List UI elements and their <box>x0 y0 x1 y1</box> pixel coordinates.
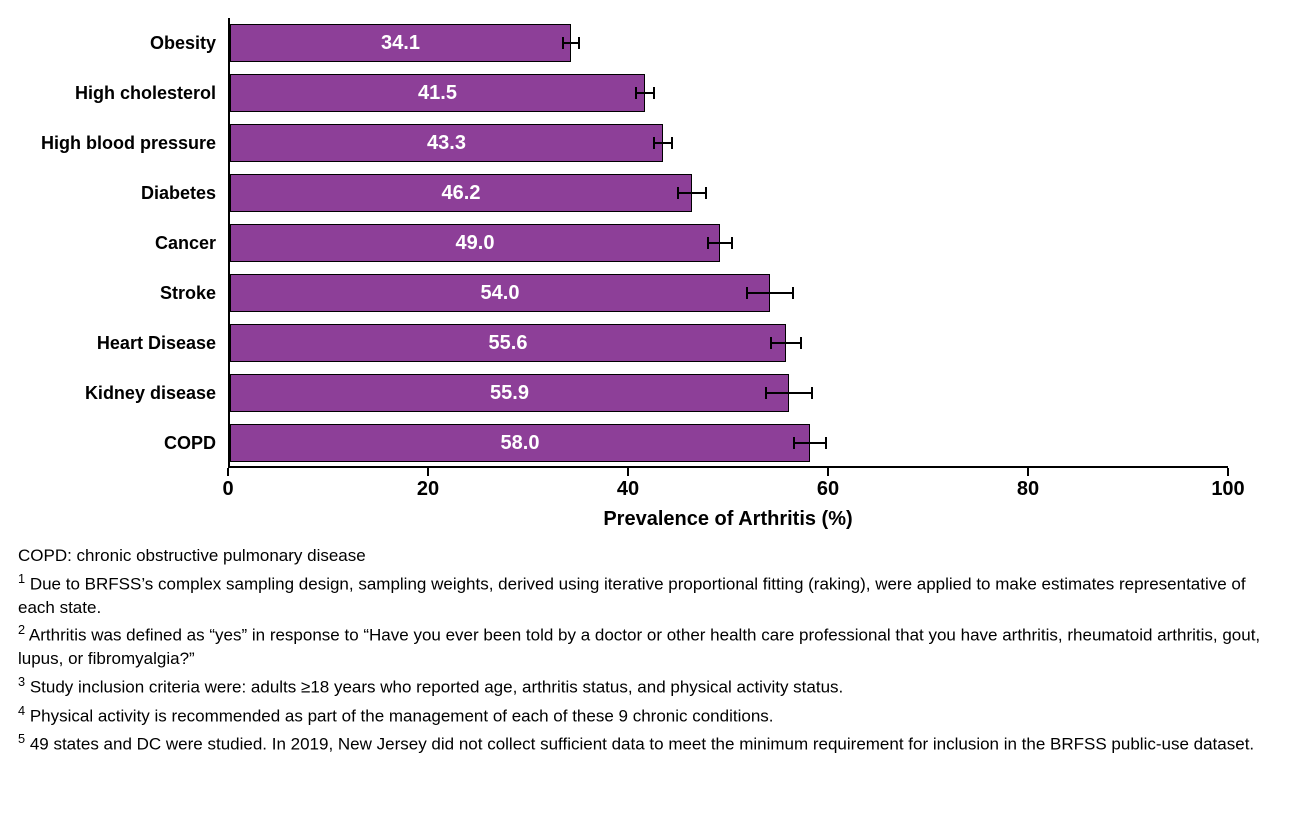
bar-row: 49.0 <box>230 218 1228 268</box>
bar-value-label: 41.5 <box>418 82 457 105</box>
footnote-text: Arthritis was defined as “yes” in respon… <box>18 626 1260 668</box>
x-tick-label: 60 <box>817 478 839 501</box>
footnote-text: COPD: chronic obstructive pulmonary dise… <box>18 546 366 565</box>
x-tick <box>827 468 829 476</box>
footnotes: COPD: chronic obstructive pulmonary dise… <box>18 545 1272 757</box>
bar: 43.3 <box>230 124 663 162</box>
footnote-text: Study inclusion criteria were: adults ≥1… <box>30 678 843 697</box>
y-axis-label: High cholesterol <box>18 68 216 118</box>
footnote-line: 3 Study inclusion criteria were: adults … <box>18 673 1272 700</box>
y-axis-labels: ObesityHigh cholesterolHigh blood pressu… <box>18 18 228 468</box>
y-axis-label: High blood pressure <box>18 118 216 168</box>
x-tick <box>1027 468 1029 476</box>
bar: 41.5 <box>230 74 645 112</box>
footnote-line: 1 Due to BRFSS’s complex sampling design… <box>18 570 1272 620</box>
x-tick-label: 0 <box>222 478 233 501</box>
x-axis-ticks <box>228 468 1228 476</box>
y-axis-label: Stroke <box>18 268 216 318</box>
y-axis-label: COPD <box>18 418 216 468</box>
bar-value-label: 58.0 <box>501 432 540 455</box>
footnote-sup: 2 <box>18 622 25 637</box>
bar-row: 58.0 <box>230 418 1228 468</box>
bar-value-label: 43.3 <box>427 132 466 155</box>
x-tick <box>227 468 229 476</box>
bar-value-label: 55.9 <box>490 382 529 405</box>
x-tick <box>1227 468 1229 476</box>
footnote-sup: 5 <box>18 731 25 746</box>
bar-value-label: 46.2 <box>442 182 481 205</box>
bar-value-label: 55.6 <box>489 332 528 355</box>
bar-row: 43.3 <box>230 118 1228 168</box>
bar-row: 55.9 <box>230 368 1228 418</box>
x-tick-label: 80 <box>1017 478 1039 501</box>
x-tick-label: 20 <box>417 478 439 501</box>
x-tick <box>427 468 429 476</box>
y-axis-label: Heart Disease <box>18 318 216 368</box>
bar-row: 54.0 <box>230 268 1228 318</box>
bar: 46.2 <box>230 174 692 212</box>
x-axis-title: Prevalence of Arthritis (%) <box>228 508 1228 531</box>
footnote-sup: 4 <box>18 703 25 718</box>
x-tick-label: 40 <box>617 478 639 501</box>
x-tick-label: 100 <box>1211 478 1244 501</box>
bar: 55.9 <box>230 374 789 412</box>
x-axis-labels: 020406080100 <box>228 478 1228 506</box>
footnote-line: 4 Physical activity is recommended as pa… <box>18 702 1272 729</box>
footnote-text: 49 states and DC were studied. In 2019, … <box>30 735 1254 754</box>
bar-value-label: 54.0 <box>481 282 520 305</box>
y-axis-label: Diabetes <box>18 168 216 218</box>
bar-row: 34.1 <box>230 18 1228 68</box>
bar-row: 46.2 <box>230 168 1228 218</box>
y-axis-label: Obesity <box>18 18 216 68</box>
bar: 49.0 <box>230 224 720 262</box>
plot-wrap: 34.141.543.346.249.054.055.655.958.0 020… <box>228 18 1272 531</box>
footnote-text: Physical activity is recommended as part… <box>30 706 774 725</box>
bar-value-label: 34.1 <box>381 32 420 55</box>
y-axis-label: Cancer <box>18 218 216 268</box>
chart-container: ObesityHigh cholesterolHigh blood pressu… <box>18 18 1272 531</box>
bar-row: 55.6 <box>230 318 1228 368</box>
x-tick <box>627 468 629 476</box>
footnote-line: COPD: chronic obstructive pulmonary dise… <box>18 545 1272 568</box>
bar-value-label: 49.0 <box>456 232 495 255</box>
bar: 55.6 <box>230 324 786 362</box>
footnote-text: Due to BRFSS’s complex sampling design, … <box>18 575 1246 617</box>
bar-row: 41.5 <box>230 68 1228 118</box>
bar: 58.0 <box>230 424 810 462</box>
bars-group: 34.1 41.5 43.3 46.2 49.0 54.0 55.6 55.9 58.0 <box>230 18 1228 468</box>
bar: 34.1 <box>230 24 571 62</box>
plot-area: 34.1 41.5 43.3 46.2 49.0 54.0 55.6 55.9 58.0 <box>228 18 1228 468</box>
bar: 54.0 <box>230 274 770 312</box>
y-axis-label: Kidney disease <box>18 368 216 418</box>
footnote-line: 2 Arthritis was defined as “yes” in resp… <box>18 621 1272 671</box>
footnote-sup: 1 <box>18 571 25 586</box>
footnote-line: 5 49 states and DC were studied. In 2019… <box>18 730 1272 757</box>
footnote-sup: 3 <box>18 674 25 689</box>
